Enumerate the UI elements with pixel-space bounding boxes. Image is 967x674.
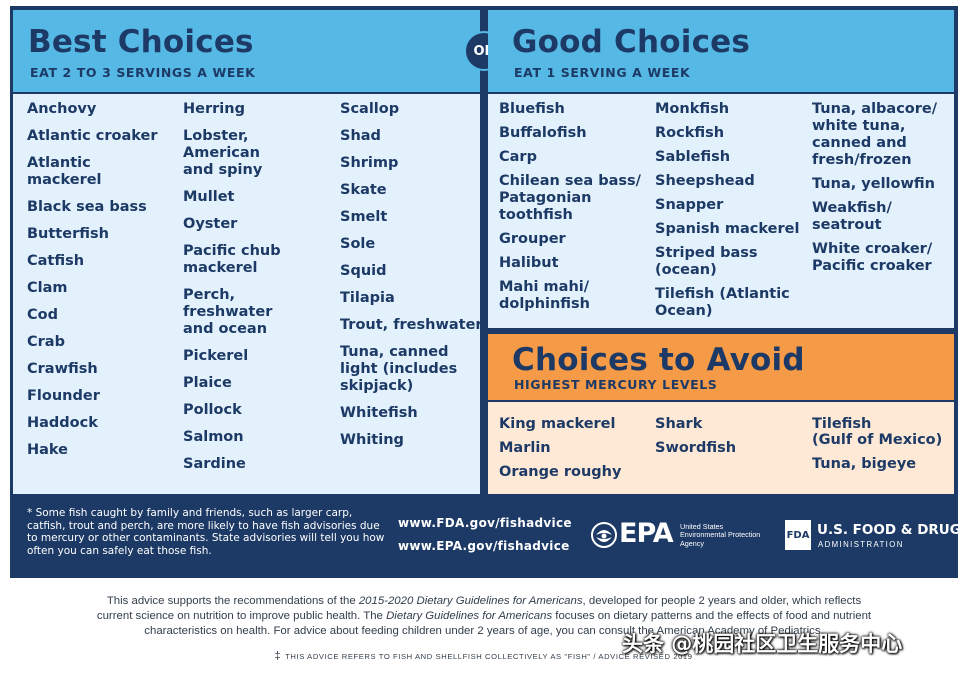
fish-item: Trout, freshwater bbox=[340, 317, 483, 333]
fda-logo: FDA U.S. FOOD & DRUG ADMINISTRATION bbox=[785, 516, 961, 556]
fish-item: Halibut bbox=[499, 255, 559, 271]
fish-item: Weakfish/ seatrout bbox=[812, 200, 892, 233]
fda-name: U.S. FOOD & DRUG bbox=[817, 522, 961, 538]
fish-item: Mahi mahi/ dolphinfish bbox=[499, 279, 591, 312]
fish-item: Skate bbox=[340, 182, 387, 198]
fish-item: Crawfish bbox=[27, 361, 98, 377]
fish-item: Striped bass (ocean) bbox=[655, 245, 758, 278]
fish-item: Perch, freshwater and ocean bbox=[183, 287, 273, 337]
fish-item: Shad bbox=[340, 128, 381, 144]
fish-definition-text: THIS ADVICE REFERS TO FISH AND SHELLFISH… bbox=[285, 652, 693, 661]
fish-item: Spanish mackerel bbox=[655, 221, 800, 237]
fish-item: Flounder bbox=[27, 388, 100, 404]
fish-item: Cod bbox=[27, 307, 58, 323]
mercury-footnote: * Some fish caught by family and friends… bbox=[27, 507, 385, 557]
fish-item: Pacific chub mackerel bbox=[183, 243, 281, 276]
fish-item: Buffalofish bbox=[499, 125, 587, 141]
fish-item: Scallop bbox=[340, 101, 400, 117]
fish-item: Whitefish bbox=[340, 405, 418, 421]
guidelines-line-2b: focuses on dietary patterns and the effe… bbox=[552, 610, 872, 622]
fish-item: Hake bbox=[27, 442, 69, 458]
fish-item: Tuna, albacore/ white tuna, canned and f… bbox=[812, 101, 938, 168]
fish-item: Bluefish bbox=[499, 101, 565, 117]
best-choices-subtitle: EAT 2 TO 3 SERVINGS A WEEK bbox=[30, 65, 256, 80]
fish-item: Sardine bbox=[183, 456, 246, 472]
fish-item: Butterfish bbox=[27, 226, 109, 242]
fish-item: Chilean sea bass/ Patagonian toothfish bbox=[499, 173, 641, 223]
fish-item: Lobster, American and spiny bbox=[183, 128, 263, 178]
fish-item: Carp bbox=[499, 149, 537, 165]
watermark: 头条 @桃园社区卫生服务中心 bbox=[622, 632, 903, 656]
guidelines-line-2a: current science on nutrition to improve … bbox=[96, 610, 387, 622]
good-choices-list: Bluefish Buffalofish Carp Chilean sea bass/… bbox=[488, 94, 954, 328]
dagger-icon: ‡ bbox=[274, 650, 282, 662]
epa-agency-name: United States Environmental Protection A… bbox=[680, 522, 761, 548]
good-choices-header: Good Choices EAT 1 SERVING A WEEK bbox=[488, 10, 954, 92]
fish-item: Shrimp bbox=[340, 155, 399, 171]
guidelines-text: This advice supports the recommendations… bbox=[12, 594, 956, 639]
fish-item: Tuna, bigeye bbox=[812, 456, 917, 472]
fish-item: Pickerel bbox=[183, 348, 249, 364]
best-choices-list: Anchovy Atlantic croaker Atlantic mackerel… bbox=[13, 94, 483, 494]
fish-item: Grouper bbox=[499, 231, 566, 247]
epa-fish-advice-link[interactable]: www.EPA.gov/fishadvice bbox=[398, 539, 570, 553]
epa-logo: EPA United States Environmental Protecti… bbox=[591, 518, 776, 552]
avoid-choices-subtitle: HIGHEST MERCURY LEVELS bbox=[514, 377, 718, 392]
fish-item: Tilefish (Atlantic Ocean) bbox=[655, 286, 790, 319]
fish-item: Monkfish bbox=[655, 101, 730, 117]
fish-item: Rockfish bbox=[655, 125, 725, 141]
guidelines-line-3: characteristics on health. For advice ab… bbox=[144, 625, 824, 637]
fish-item: Oyster bbox=[183, 216, 238, 232]
fish-item: White croaker/ Pacific croaker bbox=[812, 241, 933, 274]
fish-item: Crab bbox=[27, 334, 65, 350]
fish-item: Herring bbox=[183, 101, 245, 117]
good-choices-title: Good Choices bbox=[512, 24, 751, 60]
fda-fish-advice-link[interactable]: www.FDA.gov/fishadvice bbox=[398, 516, 572, 530]
fish-item: Shark bbox=[655, 416, 703, 432]
good-choices-subtitle: EAT 1 SERVING A WEEK bbox=[514, 65, 691, 80]
fda-badge: FDA bbox=[785, 520, 811, 550]
fish-item: Sole bbox=[340, 236, 376, 252]
fish-item: Snapper bbox=[655, 197, 724, 213]
fish-item: Tilefish (Gulf of Mexico) bbox=[812, 416, 943, 448]
fish-item: Mullet bbox=[183, 189, 235, 205]
fish-definition-note: ‡ THIS ADVICE REFERS TO FISH AND SHELLFIS… bbox=[0, 650, 967, 662]
fish-item: King mackerel bbox=[499, 416, 616, 432]
fish-item: Whiting bbox=[340, 432, 404, 448]
footer-band: * Some fish caught by family and friends… bbox=[13, 498, 961, 574]
fish-item: Anchovy bbox=[27, 101, 97, 117]
fish-item: Swordfish bbox=[655, 440, 737, 456]
guidelines-line-1b: , developed for people 2 years and older… bbox=[582, 595, 862, 607]
fish-item: Pollock bbox=[183, 402, 242, 418]
guidelines-title-1: 2015-2020 Dietary Guidelines for America… bbox=[358, 595, 583, 607]
fish-item: Marlin bbox=[499, 440, 551, 456]
fish-item: Tuna, yellowfin bbox=[812, 176, 935, 192]
fish-item: Salmon bbox=[183, 429, 244, 445]
fish-item: Sheepshead bbox=[655, 173, 755, 189]
fish-item: Tilapia bbox=[340, 290, 395, 306]
fish-item: Atlantic mackerel bbox=[27, 155, 102, 188]
fish-item: Plaice bbox=[183, 375, 232, 391]
avoid-choices-title: Choices to Avoid bbox=[512, 342, 805, 378]
fish-item: Clam bbox=[27, 280, 68, 296]
epa-wordmark: EPA bbox=[619, 518, 674, 549]
fish-item: Squid bbox=[340, 263, 387, 279]
best-choices-header: Best Choices EAT 2 TO 3 SERVINGS A WEEK bbox=[13, 10, 480, 92]
fish-item: Tuna, canned light (includes skipjack) bbox=[340, 344, 458, 394]
guidelines-line-1a: This advice supports the recommendations… bbox=[106, 595, 359, 607]
fish-item: Catfish bbox=[27, 253, 85, 269]
fish-item: Haddock bbox=[27, 415, 98, 431]
fish-item: Sablefish bbox=[655, 149, 731, 165]
fda-administration: ADMINISTRATION bbox=[818, 540, 904, 549]
avoid-choices-header: Choices to Avoid HIGHEST MERCURY LEVELS bbox=[488, 334, 954, 400]
fish-item: Black sea bass bbox=[27, 199, 147, 215]
epa-flower-icon bbox=[591, 522, 617, 548]
fish-item: Orange roughy bbox=[499, 464, 622, 480]
best-choices-title: Best Choices bbox=[28, 24, 254, 60]
fish-item: Atlantic croaker bbox=[27, 128, 158, 144]
avoid-choices-list: King mackerel Marlin Orange roughy Shark Sw… bbox=[488, 402, 954, 494]
guidelines-title-2: Dietary Guidelines for Americans bbox=[386, 610, 553, 622]
fish-item: Smelt bbox=[340, 209, 388, 225]
